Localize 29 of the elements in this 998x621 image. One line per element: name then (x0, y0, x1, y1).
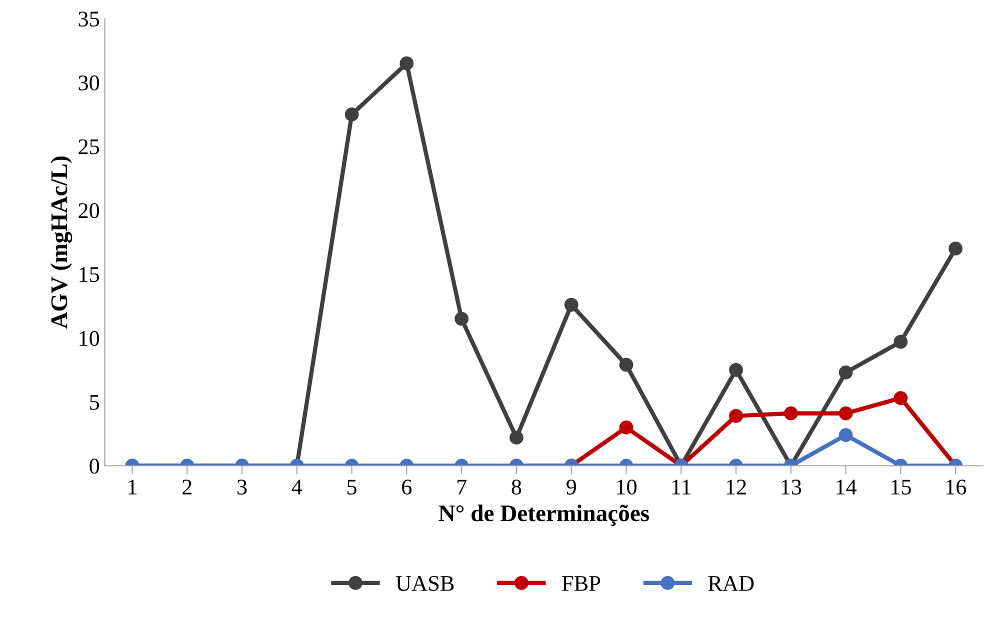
x-tick-label: 1 (128, 480, 136, 494)
x-tick-label: 11 (672, 480, 690, 494)
y-tick-label: 10 (80, 330, 100, 346)
x-tick-label: 3 (238, 480, 247, 495)
x-tick-label: 9 (566, 480, 576, 495)
legend-label: RAD (708, 576, 754, 591)
y-tick-label: 5 (90, 395, 100, 410)
y-axis-title: AGV (mgHAc/L) (50, 156, 72, 329)
x-tick-label: 7 (457, 480, 466, 494)
x-tick-label: 5 (348, 480, 356, 495)
x-tick-label: 14 (836, 480, 857, 494)
x-tick-label: 6 (402, 480, 412, 495)
x-tick-label: 10 (617, 480, 637, 495)
x-tick-label: 15 (892, 480, 911, 495)
y-tick-label: 0 (90, 458, 100, 474)
x-tick-label: 4 (292, 480, 302, 494)
y-tick-label: 35 (78, 12, 100, 27)
x-tick-label: 16 (946, 480, 966, 495)
y-tick-label: 15 (80, 267, 100, 282)
legend-label: FBP (562, 576, 600, 591)
x-axis-title: N° de Determinações (438, 504, 650, 526)
x-tick-label: 2 (182, 480, 192, 494)
x-tick-label: 12 (726, 480, 746, 494)
x-tick-label: 13 (782, 480, 802, 495)
y-tick-label: 20 (78, 203, 100, 218)
y-tick-label: 30 (78, 75, 100, 90)
legend-label: UASB (396, 576, 454, 591)
x-tick-label: 8 (512, 480, 522, 495)
y-tick-label: 25 (78, 139, 100, 154)
